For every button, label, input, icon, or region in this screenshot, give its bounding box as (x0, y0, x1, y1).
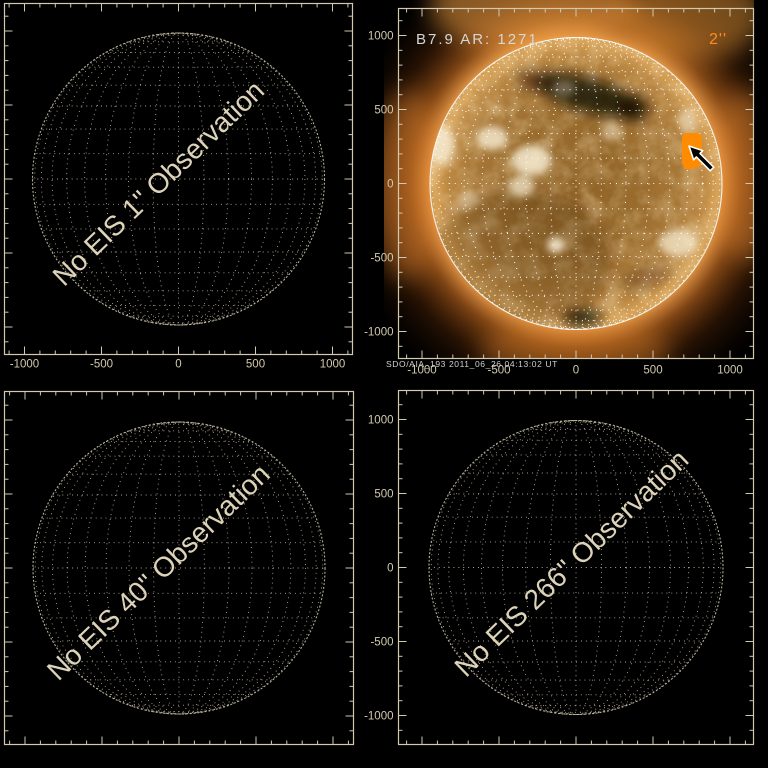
y-axis-tick-label: -500 (370, 637, 393, 649)
pointer-arrow-icon (688, 145, 715, 172)
watermark-no-eis-266: No EIS 266" Observation (448, 444, 694, 683)
y-axis-tick-label: -500 (370, 253, 393, 265)
aia-flare-ar-label: B7.9 AR: 1271 (416, 31, 539, 48)
axes-eis-1: -1000 -500 0 500 1000 (3, 2, 354, 371)
axes-aia-193: -1000 -500 0 500 1000 1000 500 0 -500 -1000 (364, 7, 755, 377)
y-axis-tick-label: 1000 (368, 31, 394, 43)
x-axis-tick-label: 1000 (717, 365, 743, 377)
x-axis-tick-label: 1000 (320, 359, 346, 371)
aia-credit-timestamp: SDO/AIA_193 2011_06_26 04:13:02 UT (386, 359, 558, 369)
y-axis-tick-label: 500 (374, 489, 393, 501)
y-axis-tick-label: 0 (387, 563, 393, 575)
solar-grid-sphere (429, 36, 723, 331)
x-axis-tick-label: 500 (643, 365, 662, 377)
x-axis-tick-label: -500 (487, 365, 510, 377)
x-axis-tick-label: -1000 (407, 365, 436, 377)
x-axis-tick-label: -1000 (10, 359, 39, 371)
watermark-no-eis-1: No EIS 1" Observation (47, 75, 270, 292)
y-axis-tick-label: -1000 (364, 711, 393, 723)
solar-grid-sphere (428, 419, 724, 716)
watermark-no-eis-40: No EIS 40" Observation (41, 458, 276, 686)
y-axis-tick-label: 500 (374, 105, 393, 117)
y-axis-tick-label: 0 (387, 179, 393, 191)
axes-eis-40 (3, 390, 355, 746)
solar-grid-sphere (32, 421, 326, 715)
x-axis-tick-label: 0 (175, 359, 181, 371)
aia-heliographic-grid (429, 36, 723, 331)
axes-eis-266: 1000 500 0 -500 -1000 (364, 389, 755, 746)
aia-slit-width-label: 2'' (709, 31, 727, 48)
y-axis-tick-label: 1000 (368, 415, 394, 427)
y-axis-tick-label: -1000 (364, 327, 393, 339)
x-axis-tick-label: 0 (573, 365, 579, 377)
solar-grid-sphere (31, 32, 326, 326)
x-axis-tick-label: -500 (90, 359, 113, 371)
x-axis-tick-label: 500 (246, 359, 265, 371)
aia-frame-masks (384, 0, 768, 384)
